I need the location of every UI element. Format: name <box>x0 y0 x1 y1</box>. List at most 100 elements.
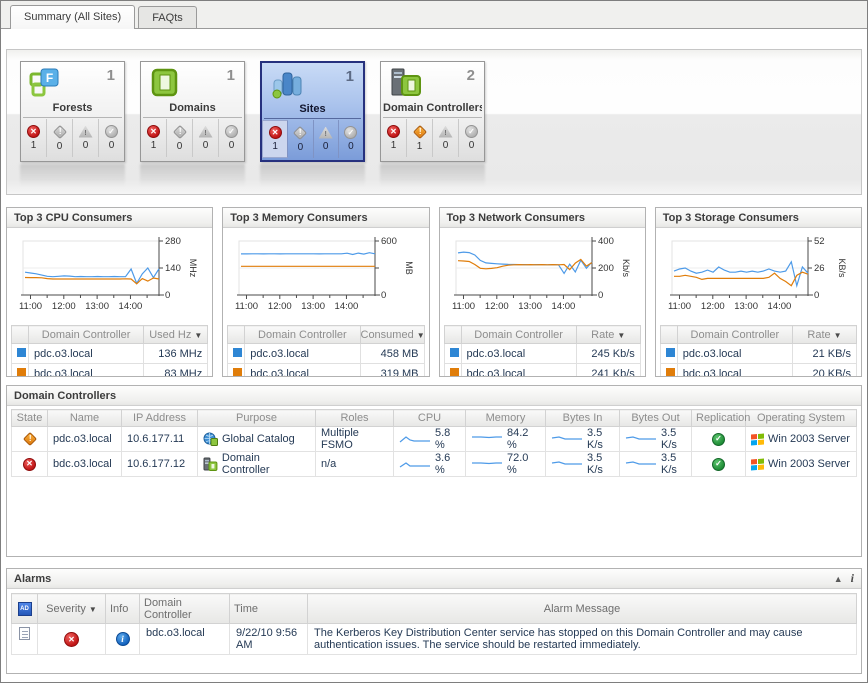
tile-reflection <box>380 164 485 186</box>
table-row[interactable]: ✕ bdc.o3.local 10.6.177.12 Domain Contro… <box>11 451 857 477</box>
critical-icon: ! <box>412 124 427 139</box>
column-header-consumed[interactable]: Consumed ▼ <box>359 325 425 344</box>
status-fatal[interactable]: ✕ 1 <box>262 120 289 158</box>
status-critical[interactable]: ! 0 <box>47 119 73 157</box>
table-row[interactable]: pdc.o3.local 245 Kb/s <box>443 343 641 364</box>
status-normal[interactable]: ✓ 0 <box>459 119 484 157</box>
table-row[interactable]: pdc.o3.local 458 MB <box>227 343 425 364</box>
status-count: 0 <box>348 141 354 152</box>
tile-label: Domains <box>143 102 242 118</box>
table-row[interactable]: ! pdc.o3.local 10.6.177.11 Global Catalo… <box>11 426 857 452</box>
fatal-icon: ✕ <box>387 125 400 138</box>
tile-forests[interactable]: F 1 Forests ✕ 1 ! 0 ! 0 ✓ 0 <box>20 61 125 162</box>
status-warning[interactable]: ! 0 <box>193 119 219 157</box>
status-fatal[interactable]: ✕ 1 <box>141 119 167 157</box>
fatal-icon: ✕ <box>23 457 36 471</box>
table-row[interactable]: bdc.o3.local 20 KB/s <box>659 363 857 376</box>
status-count: 0 <box>297 141 304 153</box>
svg-text:600: 600 <box>381 236 397 247</box>
tile-domains[interactable]: 1 Domains ✕ 1 ! 0 ! 0 ✓ 0 <box>140 61 245 162</box>
tab-summary-all-sites[interactable]: Summary (All Sites) <box>10 5 136 29</box>
status-warning[interactable]: ! 0 <box>314 120 339 158</box>
status-normal[interactable]: ✓ 0 <box>99 119 124 157</box>
domain-controllers-panel: Domain Controllers State Name IP Address… <box>6 385 862 557</box>
status-fatal[interactable]: ✕ 1 <box>21 119 47 157</box>
series-swatch <box>233 367 243 376</box>
status-normal[interactable]: ✓ 0 <box>339 120 363 158</box>
column-header-name[interactable]: Name <box>47 409 122 427</box>
top-consumers-row: Top 3 CPU Consumers 280 140 0 MHz 11:00 12:00… <box>6 207 862 377</box>
table-row[interactable]: bdc.o3.local 83 MHz <box>11 363 209 376</box>
column-header-rate[interactable]: Rate ▼ <box>575 325 641 344</box>
critical-inactive-icon: ! <box>52 124 67 139</box>
tile-reflection <box>140 164 245 186</box>
collapse-icon[interactable]: ▲ <box>833 573 843 584</box>
table-row[interactable]: ✕ i bdc.o3.local 9/22/10 9:56 AM The Ker… <box>11 623 857 655</box>
status-normal[interactable]: ✓ 0 <box>219 119 244 157</box>
alarm-detail-icon[interactable] <box>19 627 30 640</box>
column-header-memory[interactable]: Memory <box>465 409 546 427</box>
table-row[interactable]: pdc.o3.local 136 MHz <box>11 343 209 364</box>
tile-domain-controllers[interactable]: 2 Domain Controllers ✕ 1 ! 1 ! 0 ✓ 0 <box>380 61 485 162</box>
column-header-domain-controller[interactable]: Domain Controller <box>676 325 794 344</box>
table-row[interactable]: bdc.o3.local 319 MB <box>227 363 425 376</box>
column-header-rate[interactable]: Rate ▼ <box>792 325 857 344</box>
status-count: 1 <box>150 140 157 151</box>
status-count: 0 <box>322 140 329 152</box>
series-swatch <box>17 347 26 357</box>
column-header-bytes-in[interactable]: Bytes In <box>545 409 620 427</box>
column-header-replication[interactable]: Replication <box>691 409 750 427</box>
column-header-domain-controller[interactable]: Domain Controller <box>27 325 145 344</box>
tab-faqts[interactable]: FAQts <box>138 6 197 28</box>
status-count: 0 <box>176 140 183 152</box>
column-header-domain-controller[interactable]: Domain Controller <box>460 325 577 344</box>
tile-sites[interactable]: 1 Sites ✕ 1 ! 0 ! 0 ✓ 0 <box>260 61 365 162</box>
warning-inactive-icon: ! <box>319 127 333 139</box>
svg-text:280: 280 <box>165 236 181 247</box>
column-header-os[interactable]: Operating System <box>745 409 857 427</box>
column-header-alarm-message[interactable]: Alarm Message <box>307 593 857 624</box>
tile-reflection <box>260 164 365 186</box>
column-header-state[interactable]: State <box>11 409 48 427</box>
status-critical[interactable]: ! 0 <box>288 120 314 158</box>
svg-text:12:00: 12:00 <box>484 301 508 312</box>
warning-inactive-icon: ! <box>79 126 93 138</box>
info-icon[interactable]: i <box>850 571 854 585</box>
sparkline <box>399 462 430 468</box>
svg-text:12:00: 12:00 <box>701 301 725 312</box>
sparkline <box>625 436 656 440</box>
table-row[interactable]: pdc.o3.local 21 KB/s <box>659 343 857 364</box>
status-warning[interactable]: ! 0 <box>433 119 459 157</box>
status-critical[interactable]: ! 0 <box>167 119 193 157</box>
column-header-purpose[interactable]: Purpose <box>197 409 316 427</box>
network-consumers-panel: Top 3 Network Consumers 400 200 0 Kb/s 11:00… <box>438 207 646 377</box>
svg-text:0: 0 <box>814 290 819 301</box>
table-row[interactable]: bdc.o3.local 241 Kb/s <box>443 363 641 376</box>
replication-ok-icon: ✓ <box>712 432 725 446</box>
forests-icon: F <box>28 67 64 102</box>
column-header-bytes-out[interactable]: Bytes Out <box>619 409 692 427</box>
status-warning[interactable]: ! 0 <box>73 119 99 157</box>
status-fatal[interactable]: ✕ 1 <box>381 119 407 157</box>
column-header-time[interactable]: Time <box>229 593 308 624</box>
column-header-ip[interactable]: IP Address <box>121 409 198 427</box>
svg-text:11:00: 11:00 <box>668 301 691 312</box>
tile-label: Forests <box>23 102 122 118</box>
column-header-info[interactable]: Info <box>105 593 140 624</box>
column-header-roles[interactable]: Roles <box>315 409 394 427</box>
cpu-consumers-chart: 280 140 0 MHz 11:00 12:00 13:00 14:00 <box>7 228 212 324</box>
column-header-domain-controller[interactable]: Domain Controller <box>139 593 230 624</box>
info-icon[interactable]: i <box>115 632 130 646</box>
column-header-domain-controller[interactable]: Domain Controller <box>244 325 361 344</box>
column-header-severity[interactable]: Severity ▼ <box>37 593 106 624</box>
status-critical[interactable]: ! 1 <box>407 119 433 157</box>
active-directory-icon: AD <box>17 602 32 616</box>
svg-text:14:00: 14:00 <box>767 301 791 312</box>
column-header-used-hz[interactable]: Used Hz ▼ <box>143 325 209 344</box>
column-header-cpu[interactable]: CPU <box>393 409 466 427</box>
svg-text:400: 400 <box>598 236 614 247</box>
svg-text:14:00: 14:00 <box>551 301 575 312</box>
svg-text:52: 52 <box>814 236 825 247</box>
warning-inactive-icon: ! <box>199 126 213 138</box>
